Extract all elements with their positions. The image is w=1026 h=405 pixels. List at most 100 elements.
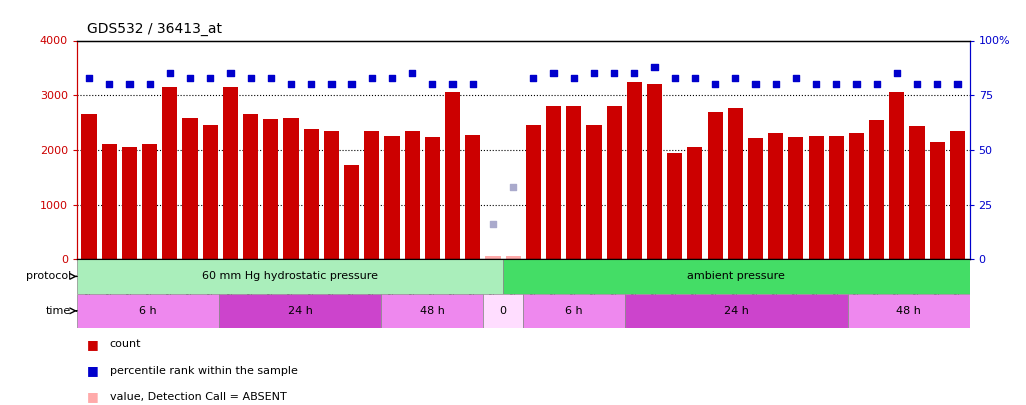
Text: 48 h: 48 h bbox=[897, 306, 921, 316]
Bar bbox=[647, 84, 662, 259]
Text: ■: ■ bbox=[87, 390, 98, 403]
Bar bbox=[849, 134, 864, 259]
Bar bbox=[627, 81, 642, 259]
Point bbox=[223, 70, 239, 77]
Point bbox=[263, 75, 279, 81]
Text: ■: ■ bbox=[87, 338, 98, 351]
Point bbox=[707, 81, 723, 87]
Bar bbox=[506, 256, 521, 259]
Bar bbox=[344, 164, 359, 259]
Point bbox=[444, 81, 461, 87]
Bar bbox=[587, 125, 601, 259]
Point bbox=[767, 81, 784, 87]
Text: value, Detection Call = ABSENT: value, Detection Call = ABSENT bbox=[110, 392, 286, 402]
Bar bbox=[465, 134, 480, 259]
Bar bbox=[503, 259, 970, 294]
Point bbox=[626, 70, 642, 77]
Point bbox=[909, 81, 925, 87]
Bar bbox=[869, 120, 884, 259]
Bar bbox=[382, 294, 482, 328]
Bar bbox=[950, 131, 965, 259]
Point bbox=[727, 75, 744, 81]
Text: 0: 0 bbox=[500, 306, 507, 316]
Text: 6 h: 6 h bbox=[565, 306, 583, 316]
Bar bbox=[748, 138, 763, 259]
Point bbox=[101, 81, 117, 87]
Point bbox=[202, 75, 219, 81]
Bar bbox=[909, 126, 924, 259]
Point bbox=[606, 70, 623, 77]
Bar bbox=[324, 131, 339, 259]
Point bbox=[81, 75, 97, 81]
Bar bbox=[708, 112, 722, 259]
Bar bbox=[485, 256, 501, 259]
Bar bbox=[566, 106, 582, 259]
Bar bbox=[808, 136, 824, 259]
Bar bbox=[425, 137, 440, 259]
Text: time: time bbox=[45, 306, 71, 316]
Point bbox=[363, 75, 380, 81]
Point bbox=[505, 184, 521, 190]
Point bbox=[484, 221, 501, 228]
Bar bbox=[203, 125, 218, 259]
Point bbox=[646, 64, 663, 70]
Bar bbox=[304, 129, 319, 259]
Bar bbox=[77, 294, 219, 328]
Bar bbox=[546, 106, 561, 259]
Bar bbox=[183, 118, 198, 259]
Bar bbox=[768, 134, 783, 259]
Bar bbox=[829, 136, 843, 259]
Bar bbox=[727, 108, 743, 259]
Bar bbox=[219, 294, 382, 328]
Bar bbox=[404, 131, 420, 259]
Point bbox=[828, 81, 844, 87]
Bar bbox=[264, 119, 278, 259]
Bar bbox=[930, 142, 945, 259]
Bar bbox=[625, 294, 847, 328]
Bar bbox=[122, 147, 137, 259]
Bar bbox=[525, 125, 541, 259]
Point bbox=[565, 75, 582, 81]
Bar bbox=[223, 87, 238, 259]
Bar bbox=[667, 153, 682, 259]
Point bbox=[121, 81, 137, 87]
Point bbox=[162, 70, 179, 77]
Point bbox=[686, 75, 703, 81]
Point bbox=[465, 81, 481, 87]
Text: 48 h: 48 h bbox=[420, 306, 444, 316]
Bar bbox=[243, 114, 259, 259]
Bar bbox=[788, 137, 803, 259]
Point bbox=[949, 81, 965, 87]
Point bbox=[344, 81, 360, 87]
Bar bbox=[482, 294, 523, 328]
Bar bbox=[102, 145, 117, 259]
Point bbox=[586, 70, 602, 77]
Point bbox=[546, 70, 562, 77]
Text: 60 mm Hg hydrostatic pressure: 60 mm Hg hydrostatic pressure bbox=[202, 271, 378, 281]
Point bbox=[930, 81, 946, 87]
Point bbox=[849, 81, 865, 87]
Text: count: count bbox=[110, 339, 142, 349]
Text: 6 h: 6 h bbox=[140, 306, 157, 316]
Bar bbox=[81, 114, 96, 259]
Point bbox=[667, 75, 683, 81]
Point bbox=[384, 75, 400, 81]
Point bbox=[747, 81, 763, 87]
Text: 24 h: 24 h bbox=[287, 306, 313, 316]
Point bbox=[868, 81, 884, 87]
Bar bbox=[283, 118, 299, 259]
Text: protocol: protocol bbox=[26, 271, 71, 281]
Point bbox=[788, 75, 804, 81]
Point bbox=[142, 81, 158, 87]
Text: ambient pressure: ambient pressure bbox=[687, 271, 785, 281]
Text: GDS532 / 36413_at: GDS532 / 36413_at bbox=[87, 22, 223, 36]
Point bbox=[807, 81, 824, 87]
Point bbox=[283, 81, 300, 87]
Bar bbox=[364, 131, 380, 259]
Bar bbox=[890, 92, 905, 259]
Bar bbox=[142, 145, 157, 259]
Text: 24 h: 24 h bbox=[723, 306, 749, 316]
Point bbox=[303, 81, 319, 87]
Point bbox=[889, 70, 905, 77]
Bar bbox=[162, 87, 177, 259]
